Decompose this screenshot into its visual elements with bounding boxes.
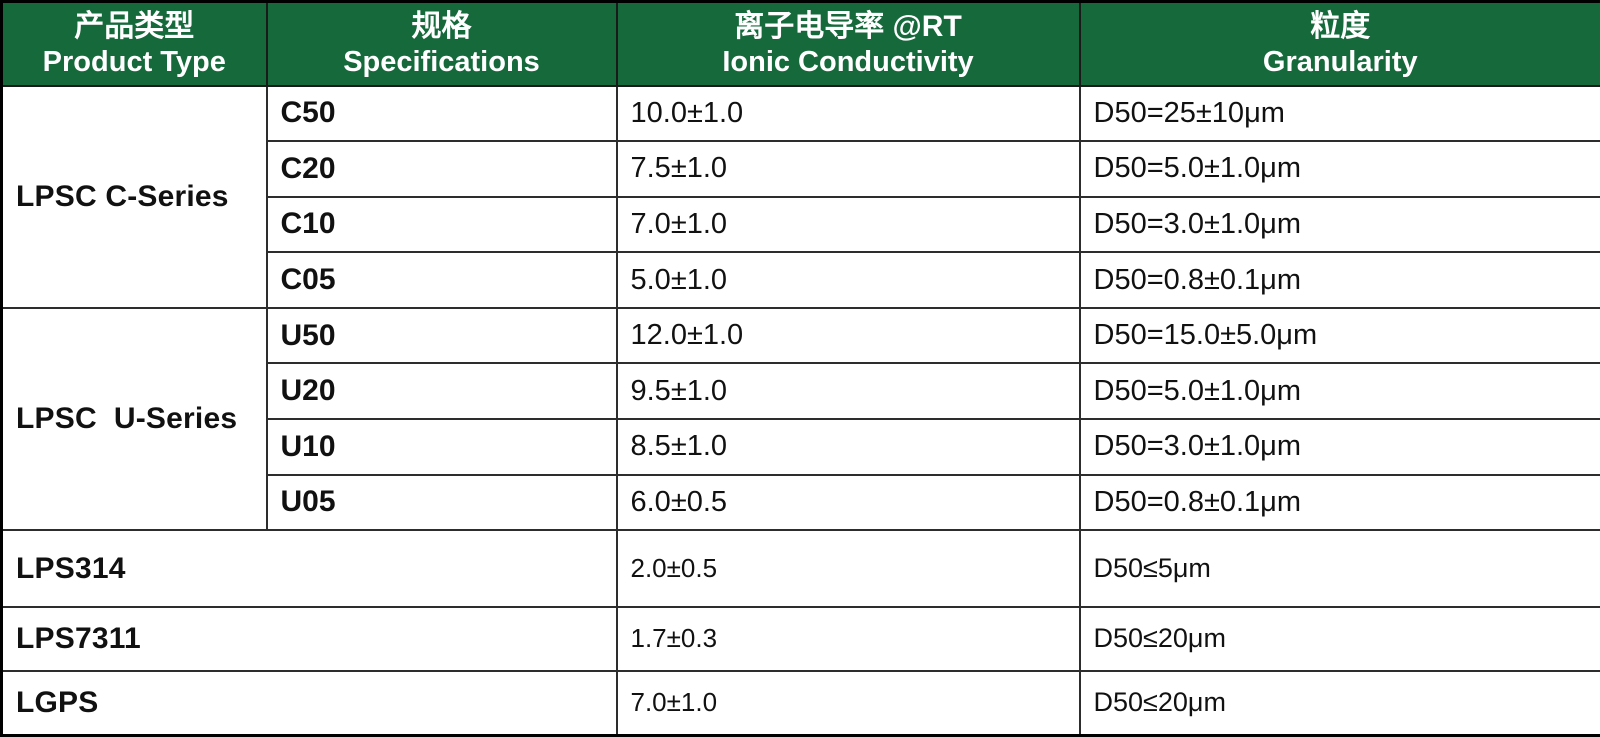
header-ionic-conductivity-en: Ionic Conductivity — [722, 46, 974, 79]
conductivity-cell: 5.0±1.0 — [615, 251, 1081, 309]
header-cell-product-type: 产品类型 Product Type — [0, 0, 268, 87]
spec-cell: U05 — [265, 473, 618, 532]
table-row: U20 9.5±1.0 D50=5.0±1.0μm — [2, 362, 1600, 421]
conductivity-cell: 7.0±1.0 — [615, 195, 1081, 254]
table-row: LPSC C-Series C50 10.0±1.0 D50=25±10μm — [0, 84, 1600, 309]
granularity-cell: D50=5.0±1.0μm — [1078, 140, 1600, 198]
header-specifications-zh: 规格 — [411, 9, 472, 43]
table-row: LPS314 2.0±0.5 D50≤5μm — [0, 529, 1600, 609]
header-row: 产品类型 Product Type 规格 Specifications 离子电导… — [0, 0, 1600, 87]
table-row: LPSC U-Series U50 12.0±1.0 D50=15.0±5.0μ… — [0, 306, 1600, 532]
conductivity-cell: 12.0±1.0 — [615, 306, 1081, 365]
spec-cell: C50 — [265, 84, 618, 143]
header-product-type-zh: 产品类型 — [74, 9, 195, 43]
conductivity-cell: 7.5±1.0 — [615, 140, 1081, 198]
conductivity-cell: 2.0±0.5 — [615, 529, 1081, 609]
spec-cell: C10 — [265, 195, 618, 254]
conductivity-cell: 8.5±1.0 — [615, 418, 1081, 476]
table-body: LPSC C-Series C50 10.0±1.0 D50=25±10μm C… — [0, 84, 1600, 737]
granularity-cell: D50=15.0±5.0μm — [1078, 306, 1600, 365]
granularity-cell: D50=3.0±1.0μm — [1078, 195, 1600, 254]
table-row: C20 7.5±1.0 D50=5.0±1.0μm — [2, 140, 1600, 198]
conductivity-cell: 7.0±1.0 — [615, 669, 1081, 737]
header-specifications-en: Specifications — [343, 46, 540, 79]
granularity-cell: D50=0.8±0.1μm — [1078, 473, 1600, 532]
table-row: U05 6.0±0.5 D50=0.8±0.1μm — [2, 473, 1600, 532]
granularity-cell: D50≤20μm — [1078, 669, 1600, 737]
conductivity-cell: 10.0±1.0 — [615, 84, 1081, 143]
table-row: LPS7311 1.7±0.3 D50≤20μm — [0, 606, 1600, 672]
conductivity-cell: 9.5±1.0 — [615, 362, 1081, 421]
spec-cell: C20 — [265, 140, 618, 198]
product-cell-lps314: LPS314 — [0, 529, 618, 609]
granularity-cell: D50=5.0±1.0μm — [1078, 362, 1600, 421]
header-cell-ionic-conductivity: 离子电导率 @RT Ionic Conductivity — [615, 0, 1081, 87]
spec-cell: U50 — [265, 306, 618, 365]
header-ionic-conductivity-zh: 离子电导率 @RT — [734, 9, 962, 43]
granularity-cell: D50≤20μm — [1078, 606, 1600, 672]
spec-cell: U10 — [265, 418, 618, 476]
product-cell-lps7311: LPS7311 — [0, 606, 618, 672]
header-cell-granularity: 粒度 Granularity — [1078, 0, 1600, 87]
spec-cell: C05 — [265, 251, 618, 309]
table-header: 产品类型 Product Type 规格 Specifications 离子电导… — [0, 0, 1600, 87]
table-row: C10 7.0±1.0 D50=3.0±1.0μm — [2, 195, 1600, 254]
product-cell-lgps: LGPS — [0, 669, 618, 737]
header-cell-specifications: 规格 Specifications — [265, 0, 618, 87]
granularity-cell: D50=3.0±1.0μm — [1078, 418, 1600, 476]
header-product-type-en: Product Type — [42, 46, 226, 79]
header-granularity-zh: 粒度 — [1310, 9, 1371, 43]
conductivity-cell: 6.0±0.5 — [615, 473, 1081, 532]
table-row: LGPS 7.0±1.0 D50≤20μm — [0, 669, 1600, 737]
table-row: C05 5.0±1.0 D50=0.8±0.1μm — [2, 251, 1600, 309]
product-cell-lpsc-u-series: LPSC U-Series — [0, 306, 268, 532]
granularity-cell: D50=25±10μm — [1078, 84, 1600, 143]
granularity-cell: D50≤5μm — [1078, 529, 1600, 609]
spec-cell: U20 — [265, 362, 618, 421]
header-granularity-en: Granularity — [1262, 46, 1418, 79]
conductivity-cell: 1.7±0.3 — [615, 606, 1081, 672]
granularity-cell: D50=0.8±0.1μm — [1078, 251, 1600, 309]
product-cell-lpsc-c-series: LPSC C-Series — [0, 84, 268, 309]
table-row: U10 8.5±1.0 D50=3.0±1.0μm — [2, 418, 1600, 476]
